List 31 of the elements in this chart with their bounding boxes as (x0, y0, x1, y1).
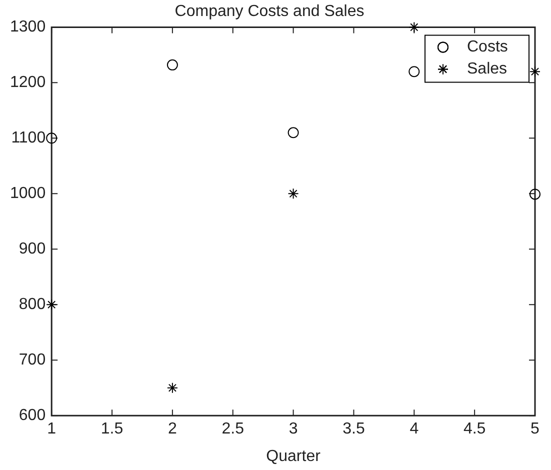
x-tick-label: 5 (530, 420, 540, 438)
point (288, 188, 299, 200)
y-tick-label: 600 (18, 407, 46, 424)
x-tick-label: 2.5 (222, 420, 244, 438)
y-tick-label: 1100 (11, 130, 46, 147)
point (408, 66, 420, 78)
point (166, 382, 178, 394)
y-tick-label: 700 (18, 352, 46, 369)
point (46, 299, 58, 310)
point (166, 59, 178, 70)
x-tick-label: 4.5 (463, 420, 486, 438)
point (408, 22, 420, 33)
legend-label: Sales (467, 60, 508, 78)
x-tick-label: 1 (47, 420, 56, 438)
x-tick-label: 3 (288, 420, 298, 438)
y-tick-label: 1000 (10, 185, 46, 202)
point (530, 66, 540, 78)
y-tick-label: 1300 (10, 18, 46, 36)
chart-title: Company Costs and Sales (174, 3, 364, 20)
legend-label: Costs (467, 38, 508, 56)
x-tick-label: 4 (410, 420, 419, 438)
y-tick-label: 1200 (10, 74, 46, 92)
x-tick-label: 1.5 (100, 420, 124, 438)
point (46, 132, 58, 144)
x-tick-label: 2 (168, 420, 177, 438)
y-tick-label: 800 (18, 296, 46, 314)
x-axis-title: Quarter (266, 448, 322, 465)
x-tick-label: 3.5 (342, 420, 365, 438)
y-tick-label: 900 (18, 240, 46, 258)
point (530, 188, 540, 200)
point (288, 127, 299, 138)
